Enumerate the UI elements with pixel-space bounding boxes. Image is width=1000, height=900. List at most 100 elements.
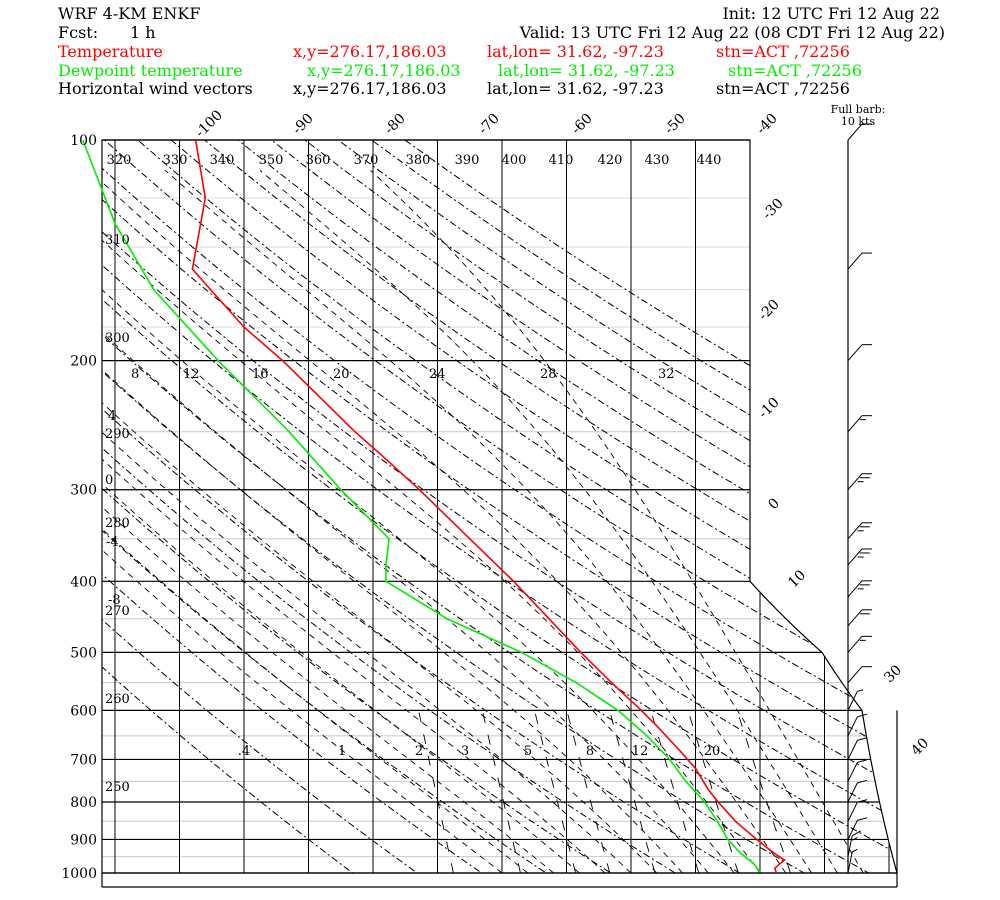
- dry-adiabat: [102, 140, 897, 873]
- wind-barb: [847, 666, 872, 684]
- barb-shaft: [847, 782, 858, 803]
- valid-time: Valid: 13 UTC Fri 12 Aug 22 (08 CDT Fri …: [519, 23, 945, 42]
- legend-dewpoint-stn: stn=ACT ,72256: [728, 61, 862, 80]
- isotherm-label: 10: [785, 567, 809, 591]
- pressure-label: 200: [70, 354, 97, 370]
- moist-adiabat: [164, 169, 812, 873]
- barb-shaft: [847, 344, 863, 361]
- barb-shaft: [847, 762, 858, 782]
- moist-adiabat: [102, 170, 606, 873]
- dry-adiabat: [102, 140, 701, 873]
- mixing-ratio-label: 5: [524, 744, 532, 759]
- pressure-label: 400: [70, 574, 97, 590]
- wind-barb: [847, 580, 872, 598]
- isotherm-label: -50: [662, 111, 689, 138]
- mixing-ratio-label: .4: [238, 744, 250, 759]
- isotherm-label: 40: [908, 735, 932, 759]
- mixing-ratio-line: [736, 710, 791, 873]
- moist-adiabat: [370, 169, 864, 873]
- dry-adiabat: [164, 140, 897, 873]
- pressure-label: 600: [70, 703, 97, 719]
- dry-adiabat-label: 270: [105, 604, 130, 619]
- legend-dewpoint-xy: x,y=276.17,186.03: [307, 61, 461, 80]
- moist-adiabat: [102, 170, 580, 873]
- dry-adiabat: [261, 140, 897, 873]
- barb-feather: [857, 779, 868, 784]
- barb-shaft: [847, 252, 863, 270]
- wind-barb: [847, 252, 872, 270]
- wind-barb: [847, 737, 868, 760]
- barb-shaft: [847, 691, 858, 711]
- barb-shaft: [847, 415, 863, 433]
- pressure-label: 1000: [61, 866, 97, 882]
- dry-adiabat-label: 260: [105, 692, 130, 707]
- wind-barb: [847, 817, 868, 840]
- legend-temperature-latlon: lat,lon= 31.62, -97.23: [487, 42, 664, 61]
- theta-label: 360: [306, 153, 331, 168]
- moist-adiabat: [102, 170, 554, 873]
- moist-adiabat: [102, 169, 683, 873]
- isotherm-label: -10: [756, 395, 783, 422]
- wind-barb: [847, 344, 872, 361]
- pressure-label: 100: [70, 133, 97, 149]
- mixing-ratio-label: 1: [338, 744, 346, 759]
- legend-wind-xy: x,y=276.17,186.03: [293, 79, 447, 98]
- barb-shaft: [847, 609, 863, 627]
- dry-adiabat: [102, 140, 897, 873]
- theta-label: 320: [107, 153, 132, 168]
- mixing-ratio-label: 20: [704, 744, 721, 759]
- wind-barb: [847, 830, 862, 857]
- pressure-label: 900: [70, 832, 97, 848]
- moist-adiabat-label: 8: [131, 367, 139, 382]
- moist-adiabat-label: 4: [108, 409, 116, 424]
- barb-shaft: [847, 636, 863, 653]
- barb-shaft: [847, 123, 863, 141]
- moist-adiabat: [102, 170, 632, 873]
- dry-adiabat: [102, 140, 505, 873]
- barb-legend-line1: Full barb:: [831, 103, 886, 116]
- legend-temperature-xy: x,y=276.17,186.03: [293, 42, 447, 61]
- theta-label: 330: [163, 153, 188, 168]
- wind-barb: [847, 123, 872, 141]
- barb-feather: [857, 737, 868, 741]
- theta-label: 430: [645, 153, 670, 168]
- dry-adiabat: [102, 140, 897, 873]
- moist-adiabat: [102, 170, 658, 873]
- barb-legend: Full barb: 10 kts: [831, 103, 886, 128]
- header: WRF 4-KM ENKF Init: 12 UTC Fri 12 Aug 22…: [58, 4, 945, 98]
- pressure-label: 500: [70, 645, 97, 661]
- barb-legend-line2: 10 kts: [841, 115, 876, 128]
- wind-barb: [847, 609, 872, 627]
- legend-dewpoint: Dewpoint temperature x,y=276.17,186.03 l…: [58, 61, 862, 80]
- barb-shaft: [847, 801, 858, 822]
- legend-wind-stn: stn=ACT ,72256: [716, 79, 850, 98]
- legend-temperature-stn: stn=ACT ,72256: [716, 42, 850, 61]
- mixing-ratio-label: 2: [415, 744, 423, 759]
- barb-shaft: [847, 666, 863, 684]
- theta-label: 440: [697, 153, 722, 168]
- moist-adiabat: [102, 169, 787, 873]
- theta-label: 400: [502, 153, 527, 168]
- init-time: Init: 12 UTC Fri 12 Aug 22: [722, 4, 940, 23]
- fcst-value: 1 h: [130, 23, 156, 42]
- barb-shaft: [847, 852, 853, 874]
- barb-feather: [857, 759, 868, 763]
- dry-adiabat-label: 310: [105, 233, 130, 248]
- wind-barb: [847, 635, 872, 653]
- moist-adiabat-label: -8: [108, 593, 121, 608]
- barb-shaft: [847, 580, 863, 598]
- theta-label: 350: [259, 153, 284, 168]
- legend-wind-name: Horizontal wind vectors: [58, 79, 253, 98]
- wind-barb: [847, 759, 868, 782]
- mixing-ratio-line: [418, 710, 454, 873]
- dry-adiabat: [102, 140, 897, 873]
- dry-adiabat-label: 300: [105, 331, 130, 346]
- model-title: WRF 4-KM ENKF: [58, 4, 200, 23]
- wind-barb: [847, 713, 868, 737]
- moist-adiabat-label: 28: [540, 367, 557, 382]
- wind-barb: [847, 799, 868, 822]
- sounding-traces: [82, 139, 786, 873]
- legend-wind-latlon: lat,lon= 31.62, -97.23: [487, 79, 664, 98]
- moist-adiabat: [102, 169, 709, 873]
